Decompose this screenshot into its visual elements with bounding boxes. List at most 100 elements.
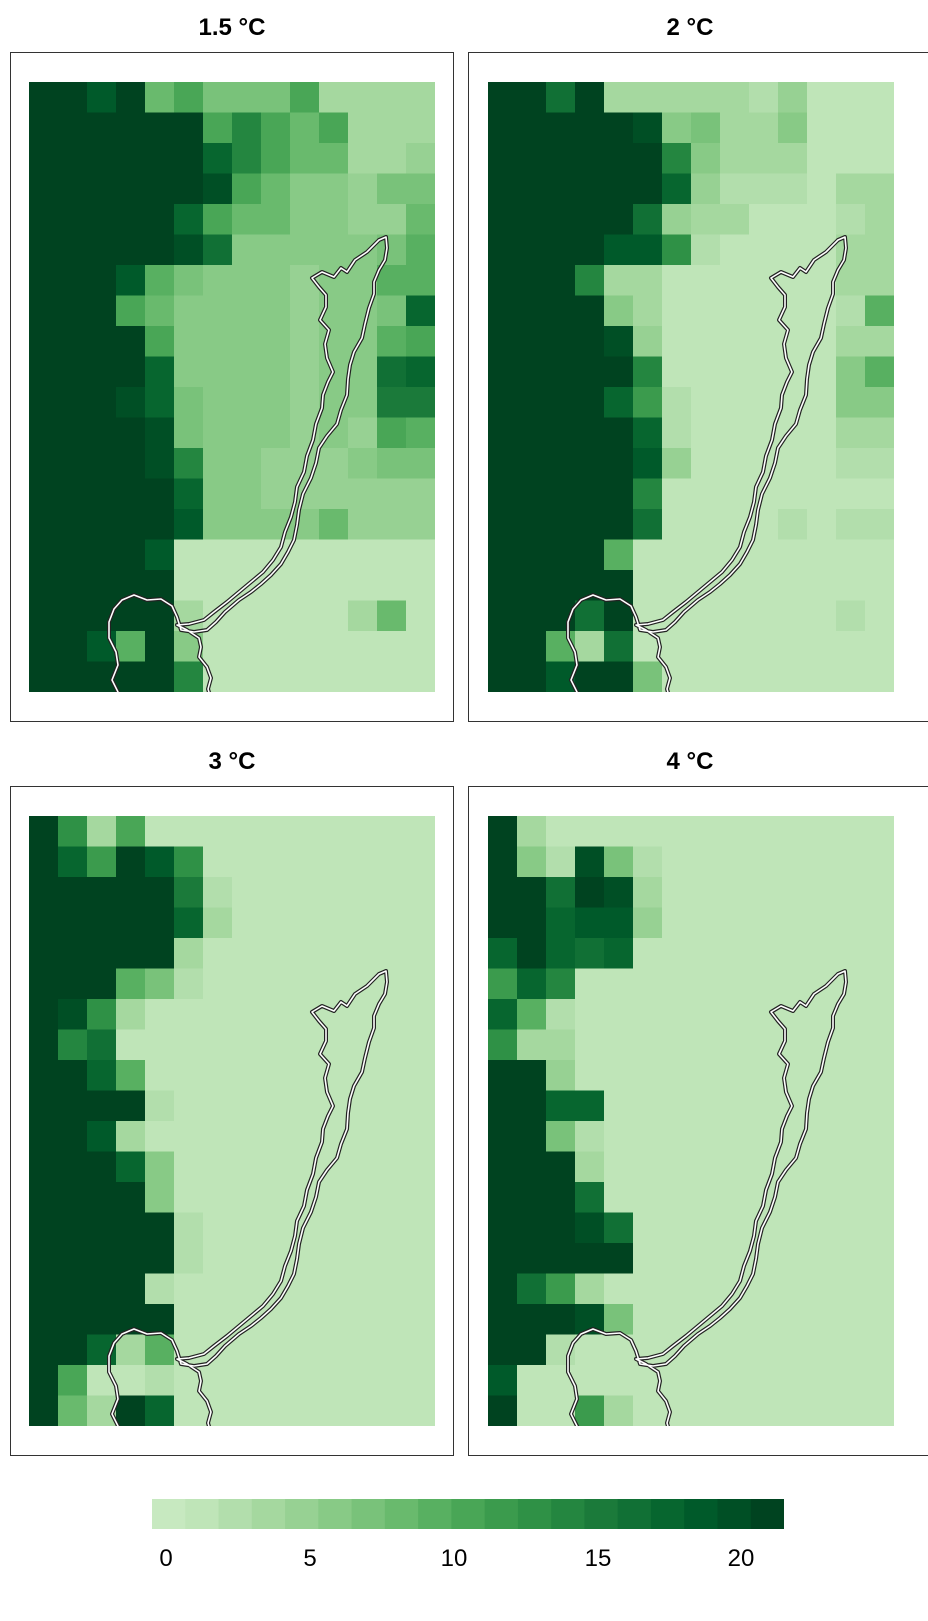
heatmap-cell <box>203 112 233 144</box>
heatmap-cell <box>865 326 894 358</box>
heatmap-cell <box>546 938 576 970</box>
heatmap-cell <box>203 1182 233 1214</box>
heatmap-cell <box>406 968 435 1000</box>
heatmap-cell <box>517 816 547 848</box>
heatmap-cell <box>174 448 204 480</box>
heatmap-cell <box>29 265 59 297</box>
heatmap-cell <box>778 968 808 1000</box>
heatmap-cell <box>29 417 59 449</box>
heatmap-cell <box>87 173 117 205</box>
heatmap-cell <box>604 1182 634 1214</box>
heatmap-cell <box>778 234 808 266</box>
heatmap-cell <box>691 539 721 571</box>
heatmap-cell <box>87 1029 117 1061</box>
heatmap-cell <box>29 1334 59 1366</box>
heatmap-cell <box>406 204 435 236</box>
heatmap-cell <box>116 1029 146 1061</box>
heatmap-cell <box>58 1121 88 1153</box>
heatmap-cell <box>488 1334 518 1366</box>
heatmap-cell <box>865 1029 894 1061</box>
heatmap-cell <box>633 478 663 510</box>
colorbar-swatch <box>318 1499 353 1529</box>
heatmap-cell <box>232 1121 262 1153</box>
heatmap-cell <box>377 1212 407 1244</box>
heatmap-cell <box>377 877 407 909</box>
heatmap-cell <box>517 877 547 909</box>
heatmap-cell <box>604 1365 634 1397</box>
heatmap-cell <box>749 907 779 939</box>
heatmap-cell <box>488 1060 518 1092</box>
heatmap-cell <box>290 1334 320 1366</box>
heatmap-cell <box>836 1243 866 1275</box>
heatmap-cell <box>604 938 634 970</box>
heatmap-cell <box>865 539 894 571</box>
heatmap-cell <box>836 143 866 175</box>
heatmap-cell <box>290 1395 320 1426</box>
heatmap-cell <box>87 999 117 1031</box>
heatmap-cell <box>377 448 407 480</box>
heatmap-cell <box>116 143 146 175</box>
heatmap-cell <box>406 877 435 909</box>
heatmap-cell <box>29 816 59 848</box>
heatmap-cell <box>778 1365 808 1397</box>
heatmap-cell <box>319 1182 349 1214</box>
heatmap-cell <box>604 1151 634 1183</box>
heatmap-cell <box>319 907 349 939</box>
heatmap-cell <box>546 417 576 449</box>
panel-title-4: 4 °C <box>666 748 714 775</box>
colorbar-swatch <box>551 1499 585 1529</box>
heatmap-cell <box>662 417 692 449</box>
heatmap-cell <box>261 173 291 205</box>
heatmap-cell <box>29 1395 59 1426</box>
heatmap-cell <box>232 1334 262 1366</box>
heatmap-cell <box>145 1304 175 1336</box>
heatmap-cell <box>691 1029 721 1061</box>
heatmap-cell <box>319 846 349 878</box>
heatmap-cell <box>575 999 605 1031</box>
heatmap-cell <box>662 204 692 236</box>
heatmap-cell <box>488 1090 518 1122</box>
heatmap-cell <box>546 1304 576 1336</box>
heatmap-cell <box>261 999 291 1031</box>
colorbar-swatch <box>617 1499 652 1529</box>
heatmap-cell <box>778 631 808 663</box>
heatmap-cell <box>145 877 175 909</box>
panel-title-1: 1.5 °C <box>198 14 266 41</box>
heatmap-cell <box>662 356 692 388</box>
heatmap-cell <box>807 387 837 419</box>
heatmap-cell <box>406 1151 435 1183</box>
heatmap-cell <box>720 600 750 632</box>
heatmap-cell <box>203 1060 233 1092</box>
heatmap-cell <box>87 816 117 848</box>
heatmap-cell <box>29 1212 59 1244</box>
heatmap-cell <box>720 570 750 602</box>
heatmap-cell <box>720 173 750 205</box>
heatmap-cell <box>691 661 721 692</box>
heatmap-cell <box>203 539 233 571</box>
heatmap-cell <box>145 1212 175 1244</box>
heatmap-cell <box>145 1365 175 1397</box>
heatmap-cell <box>261 877 291 909</box>
heatmap-cell <box>29 448 59 480</box>
heatmap-cell <box>865 234 894 266</box>
heatmap-cell <box>517 387 547 419</box>
heatmap-cell <box>348 478 378 510</box>
heatmap-cell <box>319 1304 349 1336</box>
colorbar <box>152 1499 784 1529</box>
heatmap-cell <box>662 1304 692 1336</box>
heatmap-cell <box>261 1090 291 1122</box>
heatmap-cell <box>604 387 634 419</box>
heatmap-cell <box>290 356 320 388</box>
heatmap-cell <box>662 968 692 1000</box>
heatmap-cell <box>319 234 349 266</box>
heatmap-cell <box>29 204 59 236</box>
heatmap-cell <box>807 907 837 939</box>
heatmap-cell <box>232 1212 262 1244</box>
heatmap-cell <box>720 1304 750 1336</box>
heatmap-cell <box>377 82 407 114</box>
heatmap-cell <box>319 539 349 571</box>
heatmap-cell <box>232 173 262 205</box>
heatmap-cell <box>232 295 262 327</box>
heatmap-cell <box>488 82 518 114</box>
heatmap-cell <box>261 295 291 327</box>
